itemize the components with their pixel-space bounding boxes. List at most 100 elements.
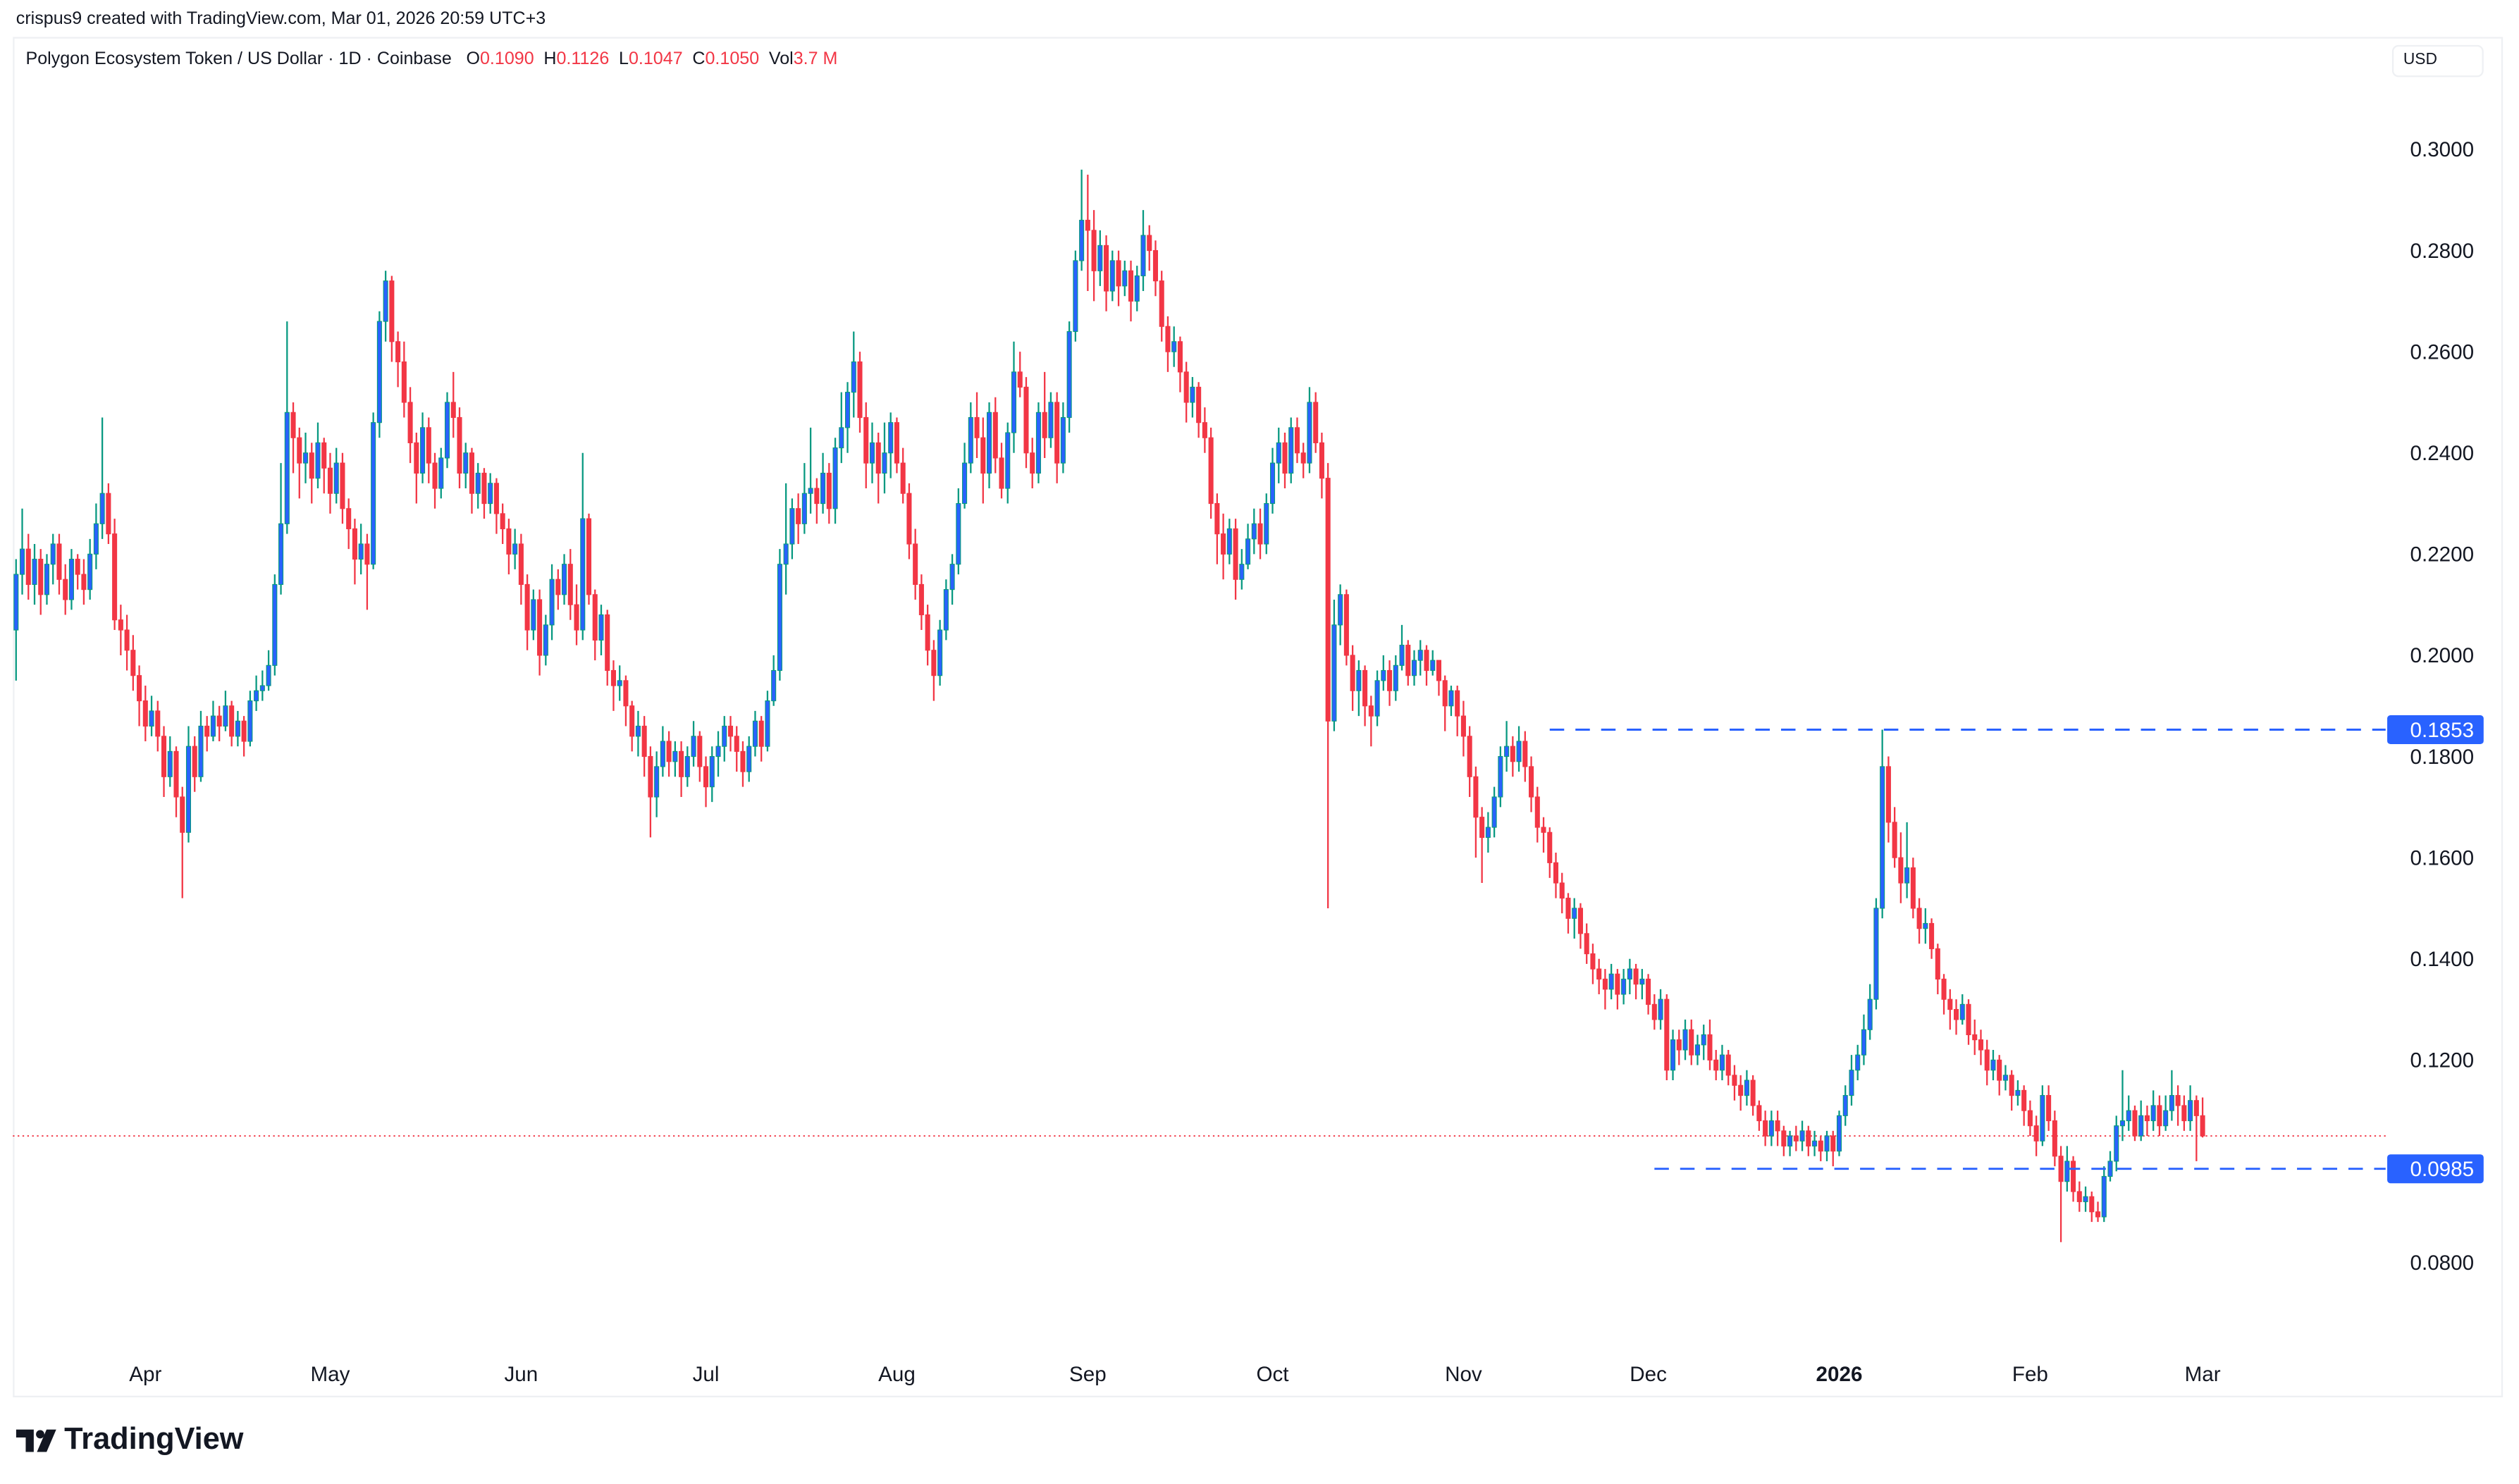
candle-down: [1793, 1135, 1799, 1142]
candle-up: [1990, 1059, 1996, 1071]
candle-down: [555, 579, 561, 595]
candle-down: [875, 442, 881, 474]
candle-up: [19, 548, 25, 575]
candle-down: [679, 750, 684, 777]
price-tick-label: 0.1200: [2410, 1049, 2474, 1072]
candle-down: [309, 452, 314, 479]
candle-up: [715, 746, 721, 758]
level-price-label: 0.1853: [2410, 719, 2474, 742]
candle-up: [869, 442, 875, 464]
candle-down: [697, 736, 703, 767]
candle-down: [1750, 1080, 1756, 1106]
candle-down: [1775, 1120, 1780, 1132]
candle-down: [906, 493, 912, 545]
candle-up: [2107, 1161, 2113, 1177]
candle-down: [1165, 326, 1171, 352]
candle-up: [937, 629, 943, 676]
candle-up: [765, 700, 770, 747]
candle-down: [395, 341, 401, 363]
candle-up: [198, 725, 204, 777]
price-tick-label: 0.2600: [2410, 340, 2474, 364]
candle-up: [956, 502, 961, 565]
candle-up: [808, 488, 813, 494]
candle-up: [420, 427, 426, 474]
candle-down: [1023, 386, 1029, 454]
price-tick-label: 0.1400: [2410, 948, 2474, 971]
time-tick-label: Jun: [504, 1363, 538, 1386]
candle-down: [1424, 650, 1429, 672]
candle-up: [1109, 260, 1115, 292]
candle-up: [543, 624, 548, 656]
candle-down: [1196, 386, 1202, 423]
time-tick-label: 2026: [1816, 1363, 1863, 1386]
candle-down: [1633, 968, 1639, 985]
candle-up: [617, 680, 622, 686]
ohlc-key: C: [692, 49, 706, 70]
candle-down: [432, 462, 438, 489]
candle-down: [2200, 1115, 2205, 1137]
candle-up: [1744, 1080, 1749, 1096]
candle-up: [968, 416, 973, 464]
candle-up: [1140, 235, 1146, 277]
candle-down: [63, 579, 68, 600]
candle-up: [1060, 416, 1066, 464]
candle-down: [1282, 442, 1288, 474]
level-price-badge: [2387, 1154, 2484, 1184]
candle-up: [32, 558, 37, 586]
candle-up: [1411, 660, 1417, 676]
candle-up: [1855, 1054, 1861, 1071]
candle-up: [888, 422, 894, 454]
candle-down: [1972, 1034, 1978, 1041]
candle-up: [949, 564, 955, 590]
candle-up: [223, 705, 228, 727]
candle-down: [1781, 1130, 1787, 1146]
candle-up: [68, 558, 74, 600]
candle-down: [703, 766, 709, 788]
ohlc-value: 0.1090: [479, 49, 534, 70]
candle-down: [2132, 1110, 2138, 1137]
candle-down: [605, 614, 610, 672]
candle-down: [229, 705, 235, 737]
candle-down: [1553, 862, 1559, 884]
candle-up: [358, 543, 364, 560]
candle-up: [660, 741, 665, 767]
candle-down: [493, 483, 499, 514]
candle-down: [1885, 766, 1891, 823]
candle-down: [2181, 1105, 2187, 1122]
candle-down: [518, 543, 524, 586]
candle-up: [167, 750, 173, 777]
candle-up: [1498, 755, 1503, 798]
ohlc-key: H: [543, 49, 557, 70]
candle-up: [771, 669, 777, 702]
candle-down: [142, 700, 148, 727]
candle-up: [371, 422, 376, 565]
candle-down: [974, 416, 980, 438]
candle-down: [2175, 1095, 2181, 1106]
candle-down: [192, 746, 197, 777]
ohlc-key: Vol: [768, 49, 794, 70]
candle-up: [783, 543, 789, 565]
candle-up: [13, 574, 19, 631]
time-tick-label: Mar: [2185, 1363, 2221, 1386]
candle-up: [1226, 528, 1232, 555]
candle-down: [469, 452, 474, 494]
candle-down: [2021, 1089, 2027, 1111]
candle-down: [1756, 1105, 1762, 1122]
candle-up: [247, 700, 253, 742]
candle-up: [1880, 766, 1885, 909]
candle-down: [1664, 998, 1670, 1071]
currency-button[interactable]: USD: [2391, 44, 2484, 78]
candle-down: [666, 741, 672, 762]
candle-up: [1694, 1044, 1701, 1056]
candle-down: [1128, 270, 1134, 302]
candle-up: [1190, 386, 1195, 403]
candle-up: [2188, 1100, 2193, 1122]
candle-up: [1491, 796, 1497, 828]
candle-up: [1276, 442, 1281, 464]
price-tick-label: 0.2800: [2410, 240, 2474, 263]
candle-down: [173, 750, 179, 798]
candle-down: [25, 548, 31, 586]
candle-up: [1073, 260, 1078, 333]
price-tick-label: 0.2000: [2410, 644, 2474, 667]
